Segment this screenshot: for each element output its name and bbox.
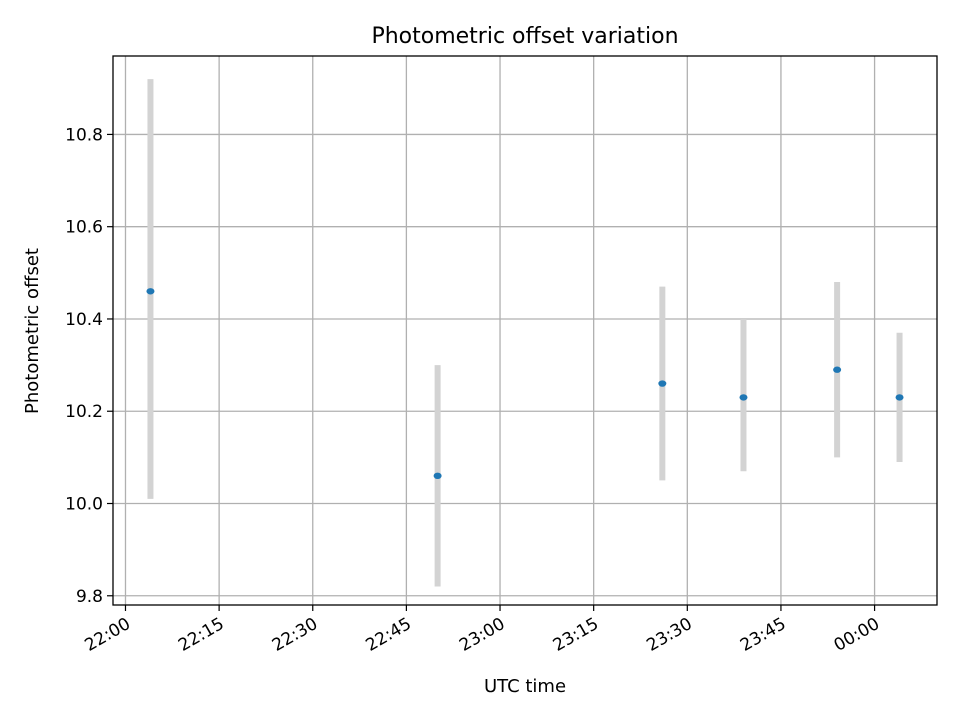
y-tick-label: 10.0 bbox=[65, 495, 103, 515]
x-tick-layer: 22:00 22:15 22:30 22:45 23:00 23:15 23:30 23:45… bbox=[82, 605, 883, 656]
data-point bbox=[146, 288, 155, 295]
y-tick-label: 10.4 bbox=[65, 310, 103, 330]
errorbar-layer bbox=[147, 79, 903, 587]
x-tick-label: 23:15 bbox=[550, 614, 602, 656]
x-tick-label: 00:00 bbox=[831, 614, 883, 656]
x-tick-label: 22:00 bbox=[82, 614, 134, 656]
point-layer bbox=[146, 288, 904, 480]
y-tick-label: 9.8 bbox=[76, 587, 103, 607]
plot-frame bbox=[112, 55, 938, 606]
x-tick-label: 23:45 bbox=[737, 614, 789, 656]
data-point bbox=[895, 394, 904, 401]
chart-title: Photometric offset variation bbox=[371, 24, 678, 49]
x-tick-label: 22:45 bbox=[362, 614, 414, 656]
y-tick-label: 10.8 bbox=[65, 125, 103, 145]
grid-layer bbox=[113, 56, 937, 605]
x-tick-label: 23:00 bbox=[456, 614, 508, 656]
y-tick-layer: 9.8 10.0 10.2 10.4 10.6 10.8 bbox=[65, 125, 113, 607]
y-tick-label: 10.6 bbox=[65, 218, 103, 238]
x-tick-label: 22:15 bbox=[175, 614, 227, 656]
y-tick-label: 10.2 bbox=[65, 402, 103, 422]
y-axis-label: Photometric offset bbox=[22, 248, 43, 414]
data-point bbox=[739, 394, 748, 401]
x-tick-label: 22:30 bbox=[269, 614, 321, 656]
data-point bbox=[433, 472, 442, 480]
data-point bbox=[658, 380, 667, 387]
x-axis-label: UTC time bbox=[484, 676, 566, 697]
x-tick-label: 23:30 bbox=[643, 614, 695, 656]
data-point bbox=[833, 366, 842, 373]
